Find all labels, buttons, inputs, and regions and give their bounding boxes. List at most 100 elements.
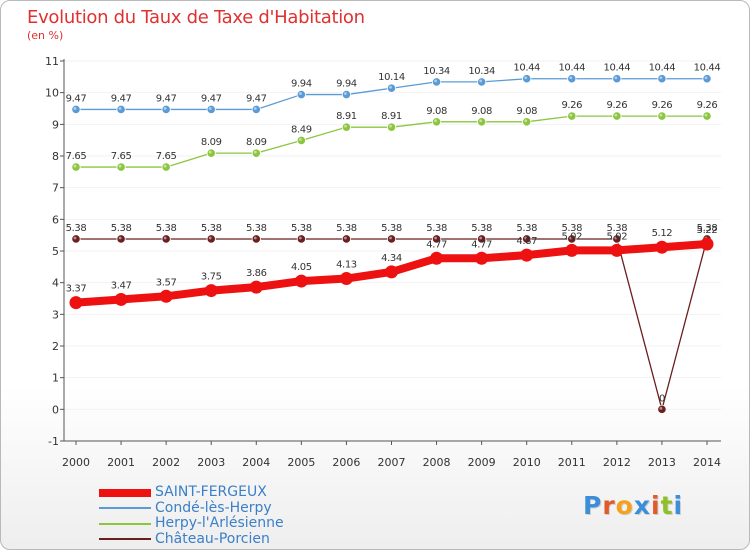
- data-label: 4.87: [516, 236, 537, 247]
- data-point-highlight: [389, 124, 392, 128]
- data-point: [296, 135, 306, 146]
- data-label: 3.75: [201, 272, 222, 283]
- series-2: 7.65 7.65 7.65 8.09 8.09 8.49 8.91 8.91 9.08 9.08…: [66, 100, 718, 172]
- data-point: [655, 240, 669, 254]
- x-tick-label: 2002: [152, 456, 180, 469]
- x-tick-label: 2004: [242, 456, 270, 469]
- data-point-highlight: [163, 164, 167, 168]
- data-label: 0: [659, 393, 665, 404]
- data-point: [475, 251, 489, 265]
- data-point-highlight: [253, 150, 257, 154]
- data-label: 5.22: [697, 225, 718, 236]
- data-point: [477, 117, 487, 127]
- data-point-highlight: [253, 107, 257, 110]
- data-point: [114, 292, 128, 306]
- brand-logo-letter: r: [602, 491, 616, 520]
- data-label: 8.91: [336, 111, 357, 122]
- y-tick-label: 0: [52, 403, 59, 416]
- data-point: [341, 89, 352, 100]
- series-0: 3.37 3.47 3.57 3.75 3.86 4.05 4.13 4.34 4.77 4.77…: [66, 225, 718, 310]
- y-tick-label: 1: [52, 372, 59, 385]
- data-point: [430, 251, 444, 265]
- data-point: [612, 234, 622, 244]
- data-label: 10.44: [694, 63, 721, 74]
- y-tick-label: 3: [52, 308, 59, 321]
- data-point-highlight: [298, 236, 302, 240]
- data-point-highlight: [569, 236, 573, 240]
- x-tick-label: 2013: [648, 456, 676, 469]
- legend-swatch: [99, 507, 151, 510]
- data-point: [567, 74, 577, 84]
- data-point-highlight: [344, 92, 347, 95]
- data-label: 10.34: [468, 66, 495, 77]
- data-point-highlight: [659, 113, 663, 117]
- brand-logo-letter: t: [660, 491, 674, 520]
- x-tick-label: 2009: [468, 456, 496, 469]
- data-point: [610, 243, 624, 257]
- data-point: [206, 104, 216, 115]
- data-point: [612, 111, 622, 121]
- data-label: 5.38: [697, 223, 718, 234]
- data-label: 8.49: [291, 124, 312, 135]
- data-point-highlight: [344, 236, 347, 240]
- data-point-highlight: [704, 113, 708, 117]
- y-tick-label: 2: [52, 340, 59, 353]
- legend-label: SAINT-FERGEUX: [155, 484, 267, 501]
- data-point: [161, 234, 171, 244]
- data-point-highlight: [434, 236, 437, 240]
- data-point-highlight: [479, 119, 483, 123]
- data-point: [565, 243, 579, 257]
- data-point-highlight: [614, 113, 618, 117]
- data-point: [116, 104, 126, 115]
- data-point: [477, 234, 487, 244]
- y-tick-label: 10: [45, 87, 59, 100]
- data-point-highlight: [614, 236, 618, 240]
- brand-logo: Proxiti: [583, 491, 683, 520]
- data-point-highlight: [524, 76, 528, 80]
- data-point: [71, 162, 81, 172]
- data-label: 9.26: [561, 100, 582, 111]
- data-point: [477, 77, 487, 87]
- data-point-highlight: [524, 236, 528, 240]
- data-point: [612, 74, 622, 84]
- data-point: [71, 104, 81, 115]
- data-label: 5.38: [156, 223, 177, 234]
- x-tick-label: 2010: [513, 456, 541, 469]
- data-point: [386, 234, 397, 244]
- data-point-highlight: [163, 107, 167, 110]
- series-1: 9.47 9.47 9.47 9.47 9.47 9.94 9.94 10.14 10.34 10…: [66, 63, 721, 115]
- x-tick-label: 2011: [558, 456, 586, 469]
- data-point-highlight: [118, 107, 122, 110]
- data-label: 5.38: [607, 223, 628, 234]
- data-point-highlight: [389, 85, 392, 89]
- data-point: [296, 89, 306, 100]
- data-label: 5.38: [246, 223, 267, 234]
- data-point: [159, 289, 173, 303]
- y-tick-label: 4: [52, 277, 59, 290]
- data-point-highlight: [479, 236, 483, 240]
- data-point-highlight: [524, 119, 528, 123]
- data-label: 5.38: [66, 223, 87, 234]
- data-point: [116, 162, 126, 172]
- data-label: 5.38: [381, 223, 402, 234]
- data-label: 5.12: [652, 228, 673, 239]
- brand-logo-letter: P: [583, 491, 603, 520]
- data-label: 4.77: [471, 239, 492, 250]
- data-point: [341, 122, 352, 132]
- x-tick-label: 2014: [693, 456, 721, 469]
- data-label: 3.37: [66, 284, 87, 295]
- data-point-highlight: [659, 76, 663, 80]
- series-3: 5.38 5.38 5.38 5.38 5.38 5.38 5.38 5.38 5.38 5.38…: [66, 223, 718, 414]
- data-label: 3.86: [246, 268, 267, 279]
- data-label: 9.26: [607, 100, 628, 111]
- legend: SAINT-FERGEUX Condé-lès-Herpy Herpy-l'Arlé…: [99, 485, 284, 547]
- data-label: 9.47: [156, 93, 177, 104]
- data-label: 4.05: [291, 262, 312, 273]
- data-point-highlight: [208, 236, 212, 240]
- data-point: [431, 117, 442, 127]
- data-point-highlight: [208, 107, 212, 110]
- data-point: [385, 265, 398, 279]
- data-label: 9.94: [291, 79, 312, 90]
- data-label: 8.91: [381, 111, 402, 122]
- data-point: [251, 148, 261, 158]
